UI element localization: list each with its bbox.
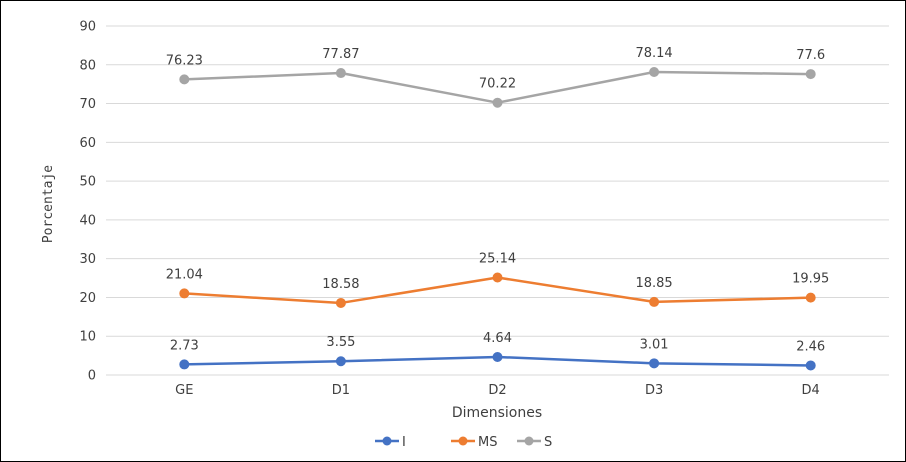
data-point [492, 97, 503, 108]
data-label: 4.64 [483, 331, 512, 346]
y-tick-label: 90 [79, 20, 96, 35]
x-axis-ticks: GE D1 D2 D3 D4 [175, 383, 820, 398]
x-axis-title: Dimensiones [452, 405, 542, 421]
data-labels: 2.73 3.55 4.64 3.01 2.46 21.04 18.58 25.14 18.85… [166, 46, 830, 354]
data-point [335, 68, 346, 79]
legend-label: MS [478, 435, 497, 450]
data-label: 70.22 [479, 77, 516, 92]
data-point [492, 272, 503, 283]
data-label: 25.14 [479, 252, 516, 267]
data-point [335, 356, 346, 367]
legend-marker-ms [458, 436, 468, 446]
data-label: 2.73 [170, 338, 199, 353]
data-label: 3.01 [640, 337, 669, 352]
data-point [492, 352, 503, 363]
x-tick-label: D3 [645, 383, 663, 398]
legend-marker-s [524, 436, 534, 446]
data-label: 77.6 [796, 48, 825, 63]
x-tick-label: D4 [802, 383, 820, 398]
data-label: 78.14 [635, 46, 672, 61]
data-point [649, 296, 660, 307]
data-point [179, 359, 190, 370]
data-point [179, 288, 190, 299]
y-tick-label: 50 [79, 175, 96, 190]
y-tick-label: 80 [79, 58, 96, 73]
data-point [335, 297, 346, 308]
y-tick-label: 20 [79, 291, 96, 306]
x-tick-label: D2 [488, 383, 506, 398]
data-label: 18.58 [322, 277, 359, 292]
data-point [649, 66, 660, 77]
data-point [805, 69, 816, 80]
data-label: 18.85 [635, 276, 672, 291]
y-tick-label: 70 [79, 97, 96, 112]
y-tick-label: 0 [88, 369, 96, 384]
y-axis-title: Porcentaje [41, 165, 56, 243]
y-tick-label: 10 [79, 330, 96, 345]
data-point [179, 74, 190, 85]
legend: I MS S [375, 435, 552, 450]
y-tick-label: 30 [79, 252, 96, 267]
data-label: 3.55 [326, 335, 355, 350]
legend-label: S [544, 435, 552, 450]
y-tick-label: 40 [79, 213, 96, 228]
data-label: 2.46 [796, 339, 825, 354]
data-label: 19.95 [792, 272, 829, 287]
data-point [805, 360, 816, 371]
y-axis-ticks: 0 10 20 30 40 50 60 70 80 90 [79, 20, 96, 384]
series-lines [179, 66, 816, 371]
legend-label: I [402, 435, 406, 450]
legend-marker-i [382, 436, 392, 446]
data-label: 77.87 [322, 47, 359, 62]
y-tick-label: 60 [79, 136, 96, 151]
x-tick-label: GE [175, 383, 193, 398]
data-label: 76.23 [166, 53, 203, 68]
x-tick-label: D1 [332, 383, 350, 398]
data-point [649, 358, 660, 369]
data-point [805, 292, 816, 303]
data-label: 21.04 [166, 267, 203, 282]
